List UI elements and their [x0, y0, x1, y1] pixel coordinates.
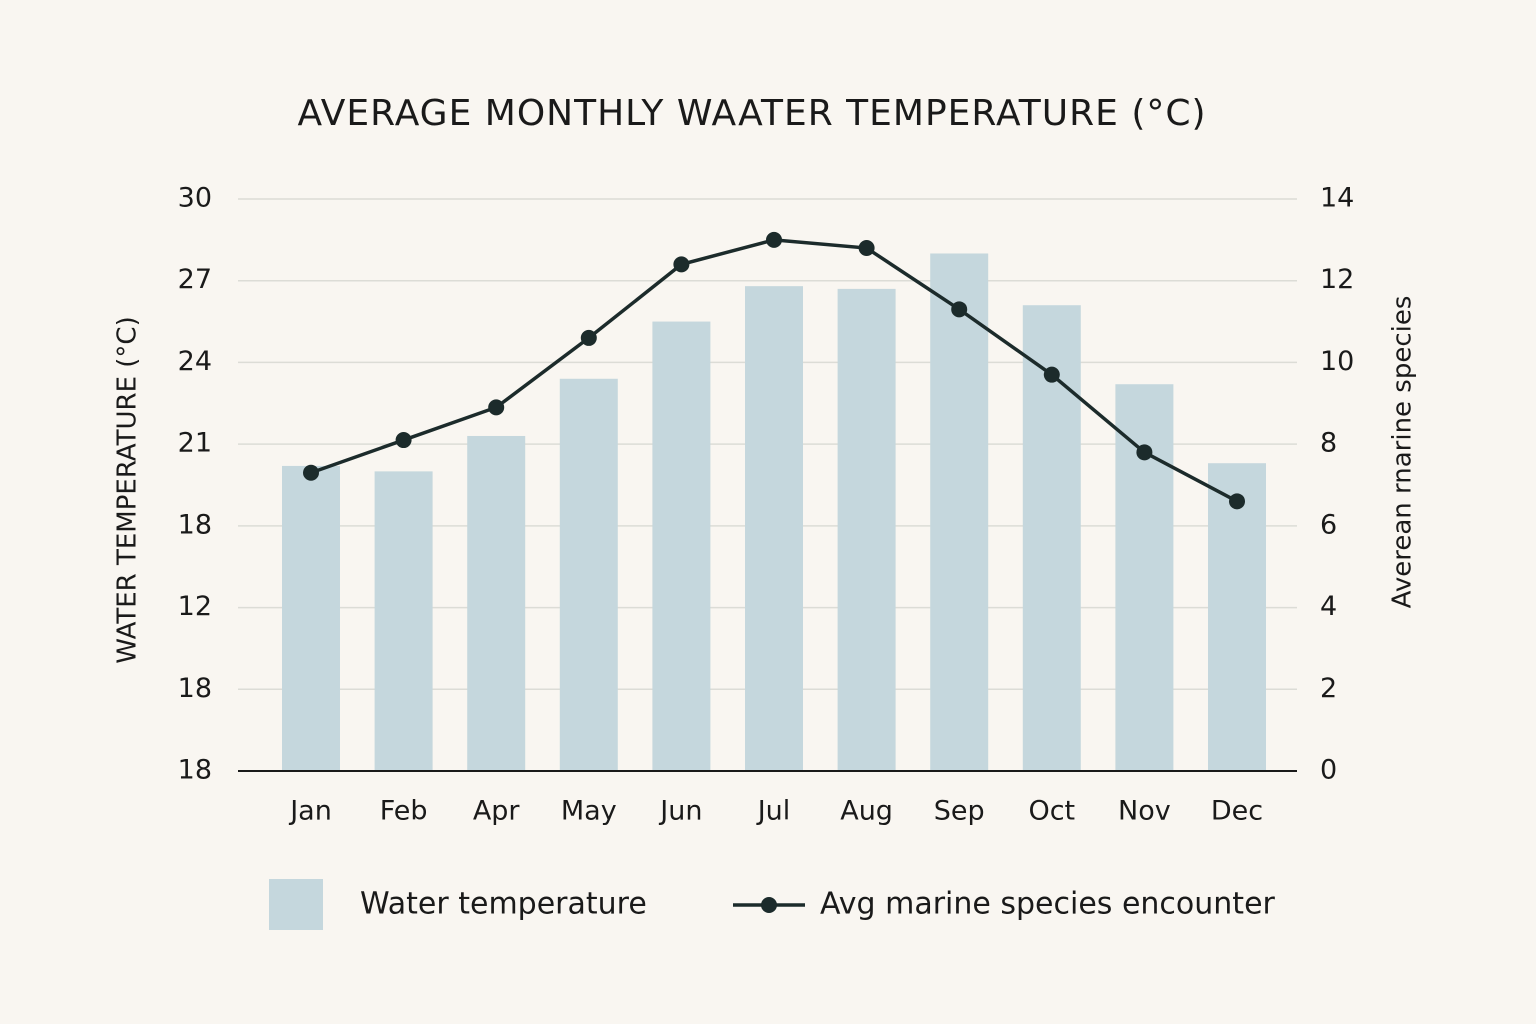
line-point [858, 240, 875, 257]
bar [745, 286, 803, 771]
line-point [673, 256, 690, 273]
line-point [395, 432, 412, 449]
y-axis-label: WATER TEMPERATURE (°C) [113, 316, 143, 663]
x-tick-label: Jan [288, 796, 332, 827]
x-tick-label: Sep [934, 796, 985, 827]
y2-tick-label: 12 [1320, 264, 1354, 295]
y-tick-label: 12 [178, 591, 212, 622]
line-point [303, 464, 319, 481]
y2-axis-label: Averean rnarine species [1388, 296, 1418, 609]
bar [467, 435, 526, 771]
y2-tick-label: 0 [1320, 755, 1337, 786]
y-tick-label: 18 [178, 509, 212, 540]
bar [652, 321, 711, 771]
y-tick-label: 18 [178, 755, 212, 786]
x-tick-label: Jun [658, 796, 702, 827]
x-tick-label: Feb [380, 796, 428, 827]
bar [1208, 463, 1266, 771]
line-point [1229, 493, 1245, 510]
y2-tick-label: 14 [1320, 183, 1354, 214]
y-tick-label: 30 [178, 183, 212, 214]
x-tick-label: Nov [1118, 796, 1171, 827]
x-tick-label: Dec [1211, 796, 1263, 827]
x-tick-label: Apr [473, 796, 521, 827]
y2-tick-label: 10 [1320, 346, 1354, 377]
x-tick-label: Aug [840, 796, 893, 827]
bar [559, 378, 618, 771]
bar [374, 471, 433, 771]
y2-tick-label: 2 [1320, 673, 1337, 704]
legend-label: Avg marine species encounter [820, 887, 1276, 922]
y-tick-label: 24 [178, 346, 212, 377]
y-tick-label: 27 [178, 264, 212, 295]
y2-tick-label: 8 [1320, 428, 1337, 459]
line-point [951, 301, 968, 318]
line-point [488, 399, 505, 416]
bar [1022, 305, 1081, 771]
x-tick-label: Oct [1028, 796, 1075, 827]
x-tick-label: Jul [756, 796, 791, 827]
y-tick-label: 21 [178, 428, 212, 459]
bar [837, 288, 896, 771]
y-tick-label: 18 [178, 673, 212, 704]
bar [1115, 384, 1174, 771]
bar [282, 465, 340, 771]
line-point [766, 231, 782, 248]
legend-label: Water temperature [360, 887, 647, 922]
line-point [580, 329, 597, 346]
x-tick-label: May [561, 796, 617, 827]
line-point [1136, 444, 1153, 461]
bar [930, 253, 989, 771]
legend-swatch [269, 879, 323, 930]
legend-marker [761, 897, 777, 913]
y2-tick-label: 6 [1320, 509, 1337, 540]
line-point [1043, 366, 1060, 383]
y2-tick-label: 4 [1320, 591, 1337, 622]
chart-title: AVERAGE MONTHLY WAATER TEMPERATURE (°C) [297, 93, 1206, 134]
